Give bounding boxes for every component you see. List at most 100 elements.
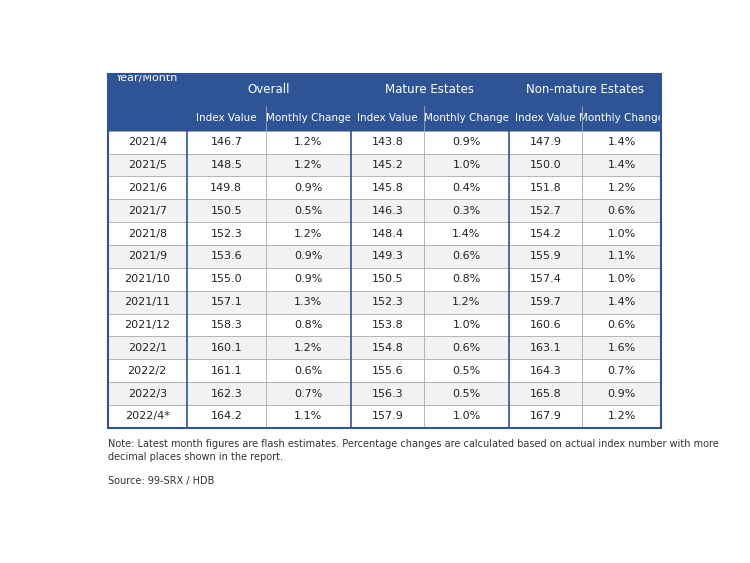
Text: 1.2%: 1.2% [608, 412, 636, 422]
Text: 167.9: 167.9 [530, 412, 562, 422]
Text: 1.2%: 1.2% [294, 160, 322, 170]
Text: 0.6%: 0.6% [294, 366, 322, 376]
Text: 1.4%: 1.4% [608, 160, 636, 170]
Text: 0.9%: 0.9% [452, 137, 481, 147]
Text: 152.7: 152.7 [530, 205, 562, 216]
Text: 2021/5: 2021/5 [128, 160, 166, 170]
Bar [187, 106, 661, 131]
Text: 2021/12: 2021/12 [124, 320, 170, 330]
Text: 1.4%: 1.4% [452, 229, 481, 239]
Text: 0.8%: 0.8% [452, 274, 481, 284]
Text: 153.8: 153.8 [371, 320, 404, 330]
Bar [108, 359, 661, 382]
Text: 1.2%: 1.2% [294, 137, 322, 147]
Text: 164.3: 164.3 [530, 366, 562, 376]
Text: 1.2%: 1.2% [294, 229, 322, 239]
Text: 146.7: 146.7 [210, 137, 242, 147]
Text: 2021/8: 2021/8 [128, 229, 166, 239]
Text: Overall: Overall [248, 83, 290, 96]
Text: 148.5: 148.5 [210, 160, 242, 170]
Bar [108, 176, 661, 199]
Text: 2021/6: 2021/6 [128, 183, 166, 193]
Text: Index Value: Index Value [357, 113, 418, 123]
Text: 1.0%: 1.0% [452, 160, 481, 170]
Text: 0.9%: 0.9% [608, 388, 636, 399]
Text: 158.3: 158.3 [211, 320, 242, 330]
Bar [108, 382, 661, 405]
Text: 2021/4: 2021/4 [128, 137, 166, 147]
Text: 155.9: 155.9 [530, 252, 562, 261]
Bar [108, 74, 661, 106]
Text: 2021/11: 2021/11 [124, 297, 170, 307]
Text: Monthly Change: Monthly Change [266, 113, 351, 123]
Text: 0.6%: 0.6% [608, 320, 636, 330]
Text: 152.3: 152.3 [211, 229, 242, 239]
Text: Index Value: Index Value [196, 113, 256, 123]
Text: 0.6%: 0.6% [452, 343, 481, 353]
Text: 149.3: 149.3 [371, 252, 404, 261]
Text: 0.5%: 0.5% [294, 205, 322, 216]
Text: 1.0%: 1.0% [608, 274, 636, 284]
Text: 0.7%: 0.7% [608, 366, 636, 376]
Text: 0.5%: 0.5% [452, 366, 481, 376]
Text: 2022/3: 2022/3 [128, 388, 166, 399]
Text: 157.4: 157.4 [530, 274, 562, 284]
Text: 2021/7: 2021/7 [128, 205, 166, 216]
Text: 1.6%: 1.6% [608, 343, 636, 353]
Text: 0.9%: 0.9% [294, 252, 322, 261]
Text: 2021/9: 2021/9 [128, 252, 166, 261]
Text: 146.3: 146.3 [371, 205, 404, 216]
Text: 1.4%: 1.4% [608, 297, 636, 307]
Text: 156.3: 156.3 [371, 388, 404, 399]
Text: 2022/1: 2022/1 [128, 343, 166, 353]
Text: 154.8: 154.8 [371, 343, 404, 353]
Bar [108, 314, 661, 337]
Text: 150.0: 150.0 [530, 160, 561, 170]
Text: 151.8: 151.8 [530, 183, 562, 193]
Text: 155.0: 155.0 [211, 274, 242, 284]
Text: 148.4: 148.4 [371, 229, 404, 239]
Text: 1.2%: 1.2% [608, 183, 636, 193]
Text: 145.2: 145.2 [371, 160, 404, 170]
Text: 155.6: 155.6 [371, 366, 404, 376]
Text: 161.1: 161.1 [211, 366, 242, 376]
Text: 1.0%: 1.0% [452, 320, 481, 330]
Text: 160.1: 160.1 [211, 343, 242, 353]
Text: 1.2%: 1.2% [452, 297, 481, 307]
Text: Monthly Change: Monthly Change [579, 113, 664, 123]
Text: 0.5%: 0.5% [452, 388, 481, 399]
Text: 163.1: 163.1 [530, 343, 561, 353]
Text: 162.3: 162.3 [211, 388, 242, 399]
Text: 1.4%: 1.4% [608, 137, 636, 147]
Text: 1.2%: 1.2% [294, 343, 322, 353]
Text: 0.9%: 0.9% [294, 274, 322, 284]
Bar [108, 245, 661, 268]
Text: 0.9%: 0.9% [294, 183, 322, 193]
Text: 0.6%: 0.6% [608, 205, 636, 216]
Text: 0.3%: 0.3% [452, 205, 481, 216]
Text: 150.5: 150.5 [371, 274, 404, 284]
Bar [108, 154, 661, 176]
Text: Index Value: Index Value [515, 113, 576, 123]
Text: 1.3%: 1.3% [294, 297, 322, 307]
Text: Monthly Change: Monthly Change [424, 113, 509, 123]
Text: 149.8: 149.8 [210, 183, 242, 193]
Bar [108, 222, 661, 245]
Text: 153.6: 153.6 [211, 252, 242, 261]
Text: 150.5: 150.5 [211, 205, 242, 216]
Text: 147.9: 147.9 [530, 137, 562, 147]
Text: 1.1%: 1.1% [608, 252, 636, 261]
Text: 165.8: 165.8 [530, 388, 562, 399]
Text: 2021/10: 2021/10 [124, 274, 170, 284]
Text: 159.7: 159.7 [530, 297, 562, 307]
Text: 0.4%: 0.4% [452, 183, 481, 193]
Text: Year/Month: Year/Month [116, 73, 178, 83]
Text: 0.6%: 0.6% [452, 252, 481, 261]
Text: 0.7%: 0.7% [294, 388, 322, 399]
Text: 1.1%: 1.1% [294, 412, 322, 422]
Text: 143.8: 143.8 [371, 137, 404, 147]
Text: Mature Estates: Mature Estates [386, 83, 475, 96]
Text: 0.8%: 0.8% [294, 320, 322, 330]
Text: 157.9: 157.9 [371, 412, 404, 422]
Text: 152.3: 152.3 [371, 297, 404, 307]
